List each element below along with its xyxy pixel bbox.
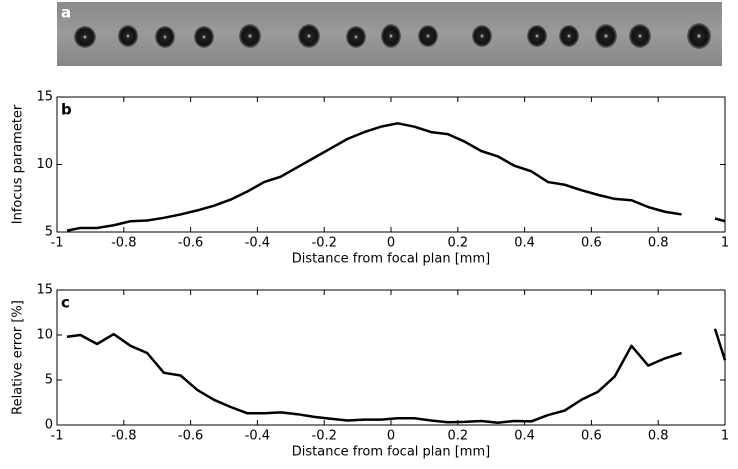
panel-a-image: a xyxy=(57,2,722,66)
x-tick-label: 0.8 xyxy=(648,236,669,251)
x-tick-label: 0 xyxy=(387,236,395,251)
x-tick-label: 1 xyxy=(721,429,729,444)
plot-frame xyxy=(56,96,726,233)
x-tick-label: -0.2 xyxy=(312,429,337,444)
panel-label: c xyxy=(61,294,70,312)
x-tick-label: 0.6 xyxy=(581,236,602,251)
panel-label: b xyxy=(61,101,72,119)
y-tick-label: 10 xyxy=(36,328,53,343)
y-tick-label: 5 xyxy=(45,225,53,240)
x-tick-label: 0.8 xyxy=(648,429,669,444)
y-tick-label: 0 xyxy=(45,418,53,433)
x-tick-label: 0.2 xyxy=(447,236,468,251)
x-tick-label: 1 xyxy=(721,236,729,251)
y-axis-label: Infocus parameter xyxy=(11,104,26,224)
x-tick-label: -0.8 xyxy=(111,236,136,251)
y-tick-label: 10 xyxy=(36,157,53,172)
data-line xyxy=(66,328,727,424)
x-tick-label: -1 xyxy=(51,429,64,444)
data-line xyxy=(66,122,726,232)
x-tick-label: -0.4 xyxy=(245,429,270,444)
x-tick-label: -1 xyxy=(51,236,64,251)
x-axis-label: Distance from focal plan [mm] xyxy=(292,445,490,460)
x-tick-label: -0.6 xyxy=(178,236,203,251)
x-tick-label: 0.4 xyxy=(514,236,535,251)
x-tick-label: 0 xyxy=(387,429,395,444)
x-tick-label: 0.6 xyxy=(581,429,602,444)
y-axis-label: Relative error [%] xyxy=(11,300,26,415)
x-tick-label: 0.2 xyxy=(447,429,468,444)
y-tick-label: 5 xyxy=(45,373,53,388)
x-tick-label: -0.2 xyxy=(312,236,337,251)
x-axis-label: Distance from focal plan [mm] xyxy=(292,252,490,267)
panel-label: a xyxy=(61,4,71,22)
y-tick-label: 15 xyxy=(36,90,53,105)
x-tick-label: 0.4 xyxy=(514,429,535,444)
x-tick-label: -0.6 xyxy=(178,429,203,444)
y-tick-label: 15 xyxy=(36,283,53,298)
x-tick-label: -0.4 xyxy=(245,236,270,251)
x-tick-label: -0.8 xyxy=(111,429,136,444)
